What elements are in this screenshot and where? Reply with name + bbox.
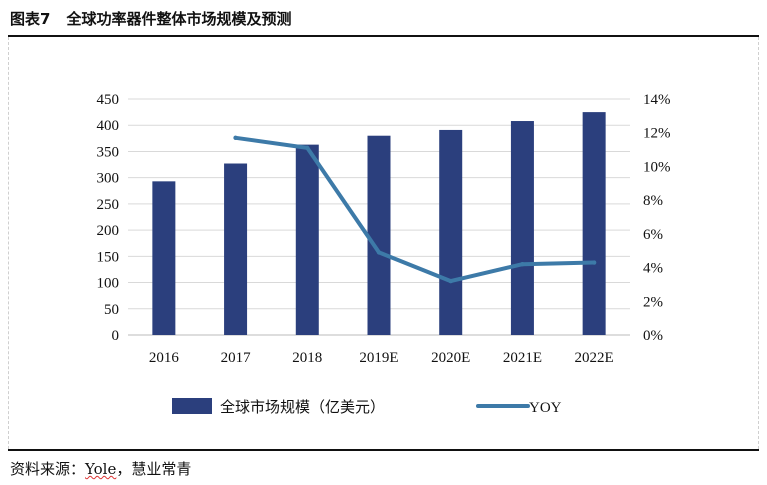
- right-tick-label: 8%: [643, 193, 663, 209]
- x-tick-label: 2020E: [431, 350, 470, 366]
- x-tick-label: 2018: [292, 350, 322, 366]
- chart-frame: [8, 37, 759, 449]
- line-series: [233, 135, 597, 284]
- left-tick-label: 450: [97, 92, 120, 108]
- left-tick-label: 300: [97, 171, 120, 187]
- right-tick-label: 2%: [643, 294, 663, 310]
- bar-series: [152, 112, 606, 335]
- left-tick-label: 250: [97, 197, 120, 213]
- x-tick-label: 2022E: [575, 350, 614, 366]
- bar: [582, 112, 606, 335]
- right-tick-label: 6%: [643, 227, 663, 243]
- right-tick-label: 12%: [643, 126, 671, 142]
- right-tick-label: 14%: [643, 92, 671, 108]
- source-suffix: ，慧业常青: [116, 460, 192, 478]
- right-tick-label: 10%: [643, 159, 671, 175]
- left-tick-label: 50: [104, 302, 119, 318]
- left-tick-label: 200: [97, 223, 120, 239]
- source-prefix: 资料来源：: [10, 460, 86, 478]
- left-tick-label: 0: [112, 328, 120, 344]
- source-name: Yole: [85, 460, 117, 478]
- left-tick-label: 400: [97, 118, 120, 134]
- x-axis: 2016 2017 2018 2019E 2020E 2021E 2022E: [149, 350, 614, 366]
- x-tick-label: 2017: [221, 350, 252, 366]
- bar: [510, 121, 534, 335]
- yoy-point: [448, 278, 453, 284]
- right-tick-label: 0%: [643, 328, 663, 344]
- legend-bar-label: 全球市场规模（亿美元）: [220, 398, 385, 416]
- x-tick-label: 2021E: [503, 350, 542, 366]
- yoy-point: [233, 135, 238, 140]
- left-tick-label: 100: [97, 276, 120, 292]
- right-axis: 0% 2% 4% 6% 8% 10% 12% 14%: [643, 92, 671, 344]
- x-tick-label: 2019E: [359, 350, 398, 366]
- right-tick-label: 4%: [643, 261, 663, 277]
- left-tick-label: 350: [97, 144, 120, 160]
- legend-line-label: YOY: [529, 400, 562, 416]
- bar: [224, 163, 248, 335]
- x-tick-label: 2016: [149, 350, 180, 366]
- bottom-rule: [8, 449, 759, 451]
- top-rule: [8, 35, 759, 37]
- figure-title: 图表7 全球功率器件整体市场规模及预测: [10, 8, 291, 29]
- legend: 全球市场规模（亿美元） YOY: [172, 398, 562, 416]
- gridlines: [128, 98, 630, 336]
- bar: [152, 181, 176, 335]
- source-note: 资料来源：Yole，慧业常青: [10, 458, 191, 479]
- yoy-line: [233, 135, 597, 284]
- left-axis: 0 50 100 150 200 250 300 350 400 450: [97, 92, 120, 344]
- bar: [295, 144, 319, 335]
- yoy-point: [376, 250, 382, 255]
- yoy-point: [520, 262, 525, 267]
- legend-bar-swatch: [172, 398, 212, 414]
- figure-title-text: 全球功率器件整体市场规模及预测: [66, 10, 292, 28]
- bar: [367, 135, 391, 335]
- figure-number: 图表7: [10, 10, 51, 28]
- left-tick-label: 150: [97, 249, 120, 265]
- yoy-point: [305, 145, 310, 151]
- yoy-point: [591, 260, 597, 265]
- bar: [439, 129, 463, 335]
